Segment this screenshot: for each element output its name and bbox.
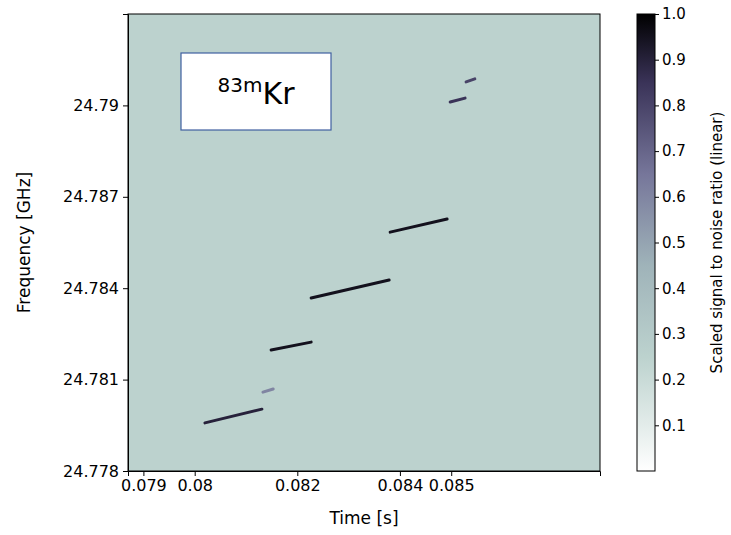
tick-label: 24.79 <box>73 96 119 115</box>
tick: 0.7 <box>655 142 686 160</box>
tick-mark <box>655 197 659 198</box>
tick-label: 0.8 <box>662 97 686 115</box>
tick: 0.1 <box>655 417 686 435</box>
tick-label: 0.085 <box>429 476 475 495</box>
tick-mark <box>123 288 128 289</box>
tick-mark <box>123 105 128 106</box>
track <box>466 79 475 82</box>
annotation-superscript: 83m <box>218 73 263 97</box>
y-axis: 24.778 24.781 24.784 24.787 24.79 <box>63 15 128 481</box>
tick-label: 1.0 <box>662 5 686 23</box>
tick-mark <box>297 471 298 476</box>
tick-label: 0.1 <box>662 417 686 435</box>
x-axis-title: Time [s] <box>328 508 398 528</box>
tick-label: 0.5 <box>662 234 686 252</box>
tick-mark <box>655 288 659 289</box>
tick-label: 0.2 <box>662 371 686 389</box>
tick: 24.778 <box>63 462 128 481</box>
tick: 0.8 <box>655 97 686 115</box>
tick-mark <box>123 471 128 472</box>
tick-mark <box>655 380 659 381</box>
colorbar-title: Scaled signal to noise ratio (linear) <box>708 112 726 374</box>
tick-label: 0.6 <box>662 188 686 206</box>
tick-label: 0.084 <box>378 476 424 495</box>
tick: 24.79 <box>73 96 128 115</box>
track <box>311 280 389 298</box>
tick-label: 24.787 <box>63 187 119 206</box>
tick-label: 0.08 <box>177 476 213 495</box>
tick-mark <box>655 14 659 15</box>
tick-mark <box>451 471 452 476</box>
chart: 0.0790.080.0820.0840.08524.77824.78124.7… <box>0 0 731 535</box>
tick: 24.784 <box>63 279 128 298</box>
x-axis: 0.079 0.08 0.082 0.084 0.085 <box>121 471 601 495</box>
tick-mark <box>123 197 128 198</box>
track <box>450 98 465 102</box>
tick-label: 0.7 <box>662 142 686 160</box>
tick-mark <box>655 334 659 335</box>
tick-label: 24.778 <box>63 462 119 481</box>
tick: 0.4 <box>655 280 686 298</box>
tick-label: 0.3 <box>662 325 686 343</box>
tick: 0.08 <box>177 471 213 495</box>
tick: 0.6 <box>655 188 686 206</box>
tick-mark <box>400 471 401 476</box>
annotation: 83mKr <box>218 73 296 111</box>
tick: 24.781 <box>63 370 128 389</box>
plot-frame <box>128 14 600 471</box>
tick: 0.085 <box>429 471 475 495</box>
annotation-text: Kr <box>262 76 295 111</box>
background <box>128 14 600 471</box>
tick-mark <box>655 425 659 426</box>
annotation-box <box>181 53 331 130</box>
tick: 0.2 <box>655 371 686 389</box>
axis-line <box>129 472 601 477</box>
y-axis-title: Frequency [GHz] <box>14 172 34 313</box>
tick: 0.084 <box>378 471 424 495</box>
axis-line <box>123 15 129 472</box>
tick-mark <box>655 105 659 106</box>
track <box>271 342 311 350</box>
track <box>263 389 273 392</box>
tick: 24.787 <box>63 187 128 206</box>
tick-mark <box>655 151 659 152</box>
tick: 0.082 <box>275 471 321 495</box>
tick: 0.3 <box>655 325 686 343</box>
tick: 0.5 <box>655 234 686 252</box>
tick-label: 0.079 <box>121 476 167 495</box>
tick-label: 24.784 <box>63 279 119 298</box>
tick-label: 24.781 <box>63 370 119 389</box>
colorbar <box>637 14 655 471</box>
tick-mark <box>655 243 659 244</box>
tick: 0.9 <box>655 51 686 69</box>
tick-label: 0.082 <box>275 476 321 495</box>
tick: 1.0 <box>655 5 686 23</box>
tick-mark <box>655 60 659 61</box>
axis-line <box>656 15 660 472</box>
tick: 0.079 <box>121 471 167 495</box>
colorbar-axis: 0.1 0.2 0.3 0.4 0.5 0.6 0.7 0.8 0.9 1.0 <box>655 5 686 471</box>
track <box>390 219 447 232</box>
tick-label: 0.4 <box>662 280 686 298</box>
tick-label: 0.9 <box>662 51 686 69</box>
track <box>205 409 262 423</box>
tick-mark <box>195 471 196 476</box>
tick-mark <box>143 471 144 476</box>
tick-mark <box>123 380 128 381</box>
